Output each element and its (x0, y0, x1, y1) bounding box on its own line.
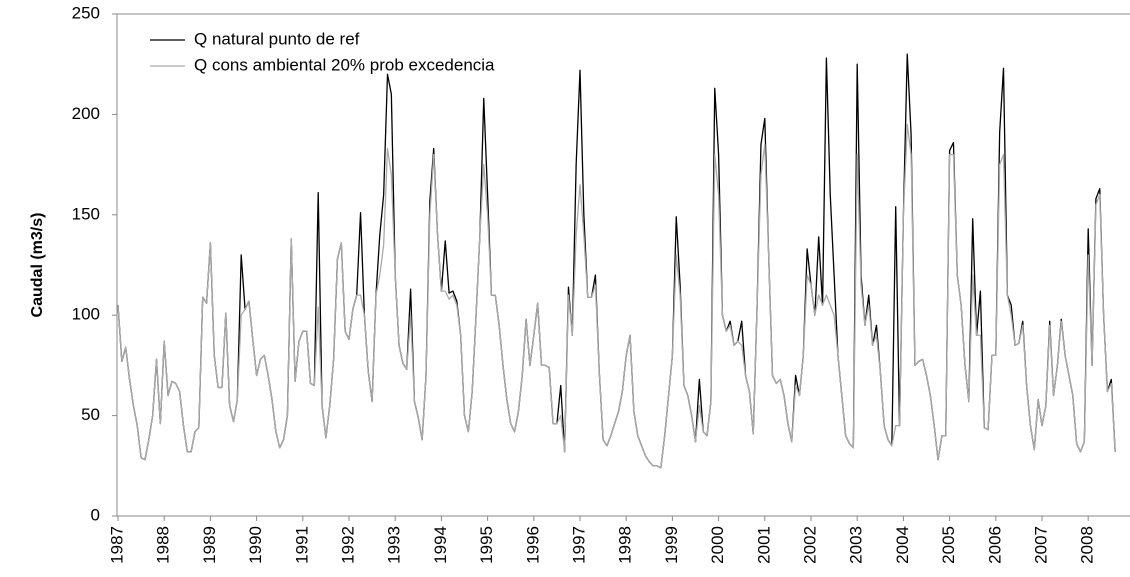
x-tick-label: 1993 (385, 526, 404, 564)
x-tick-label: 2005 (939, 526, 958, 564)
series-line (117, 53, 1116, 469)
y-tick-label: 250 (72, 3, 100, 22)
y-axis-label: Caudal (m3/s) (29, 213, 46, 318)
x-tick-label: 2001 (754, 526, 773, 564)
x-tick-label: 2002 (800, 526, 819, 564)
series-line (117, 123, 1116, 469)
x-tick-label: 2008 (1078, 526, 1097, 564)
y-tick-label: 200 (72, 104, 100, 123)
x-tick-label: 1989 (200, 526, 219, 564)
x-tick-label: 1996 (523, 526, 542, 564)
y-tick-label: 100 (72, 305, 100, 324)
x-tick-label: 1994 (431, 526, 450, 564)
x-tick-label: 1987 (107, 526, 126, 564)
x-tick-label: 1991 (292, 526, 311, 564)
x-tick-label: 1999 (662, 526, 681, 564)
x-tick-label: 1997 (569, 526, 588, 564)
x-tick-label: 1990 (246, 526, 265, 564)
legend-label: Q cons ambiental 20% prob excedencia (194, 55, 495, 74)
x-tick-label: 2003 (847, 526, 866, 564)
x-tick-label: 2000 (708, 526, 727, 564)
y-tick-label: 0 (91, 505, 100, 524)
y-tick-label: 150 (72, 204, 100, 223)
y-tick-label: 50 (81, 405, 100, 424)
x-tick-label: 2007 (1031, 526, 1050, 564)
x-tick-label: 1995 (477, 526, 496, 564)
legend-label: Q natural punto de ref (194, 29, 360, 48)
x-tick-label: 2004 (893, 526, 912, 564)
x-tick-label: 1988 (154, 526, 173, 564)
x-tick-label: 1998 (616, 526, 635, 564)
x-tick-label: 1992 (338, 526, 357, 564)
x-tick-label: 2006 (985, 526, 1004, 564)
